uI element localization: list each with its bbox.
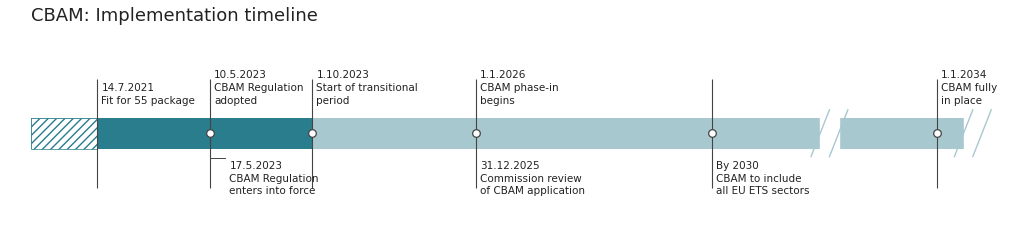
Bar <box>312 118 983 149</box>
Text: 10.5.2023
CBAM Regulation
adopted: 10.5.2023 CBAM Regulation adopted <box>214 70 303 106</box>
Text: 14.7.2021
Fit for 55 package: 14.7.2021 Fit for 55 package <box>101 83 196 106</box>
Bar <box>31 118 312 149</box>
Text: 1.1.2026
CBAM phase-in
begins: 1.1.2026 CBAM phase-in begins <box>480 70 559 106</box>
Text: 31.12.2025
Commission review
of CBAM application: 31.12.2025 Commission review of CBAM app… <box>480 161 586 196</box>
Text: 17.5.2023
CBAM Regulation
enters into force: 17.5.2023 CBAM Regulation enters into fo… <box>229 161 318 196</box>
Text: 1.1.2034
CBAM fully
in place: 1.1.2034 CBAM fully in place <box>941 70 997 106</box>
Bar <box>31 118 97 149</box>
Text: CBAM: Implementation timeline: CBAM: Implementation timeline <box>31 7 317 25</box>
Text: By 2030
CBAM to include
all EU ETS sectors: By 2030 CBAM to include all EU ETS secto… <box>716 161 809 196</box>
Text: 1.10.2023
Start of transitional
period: 1.10.2023 Start of transitional period <box>316 70 418 106</box>
